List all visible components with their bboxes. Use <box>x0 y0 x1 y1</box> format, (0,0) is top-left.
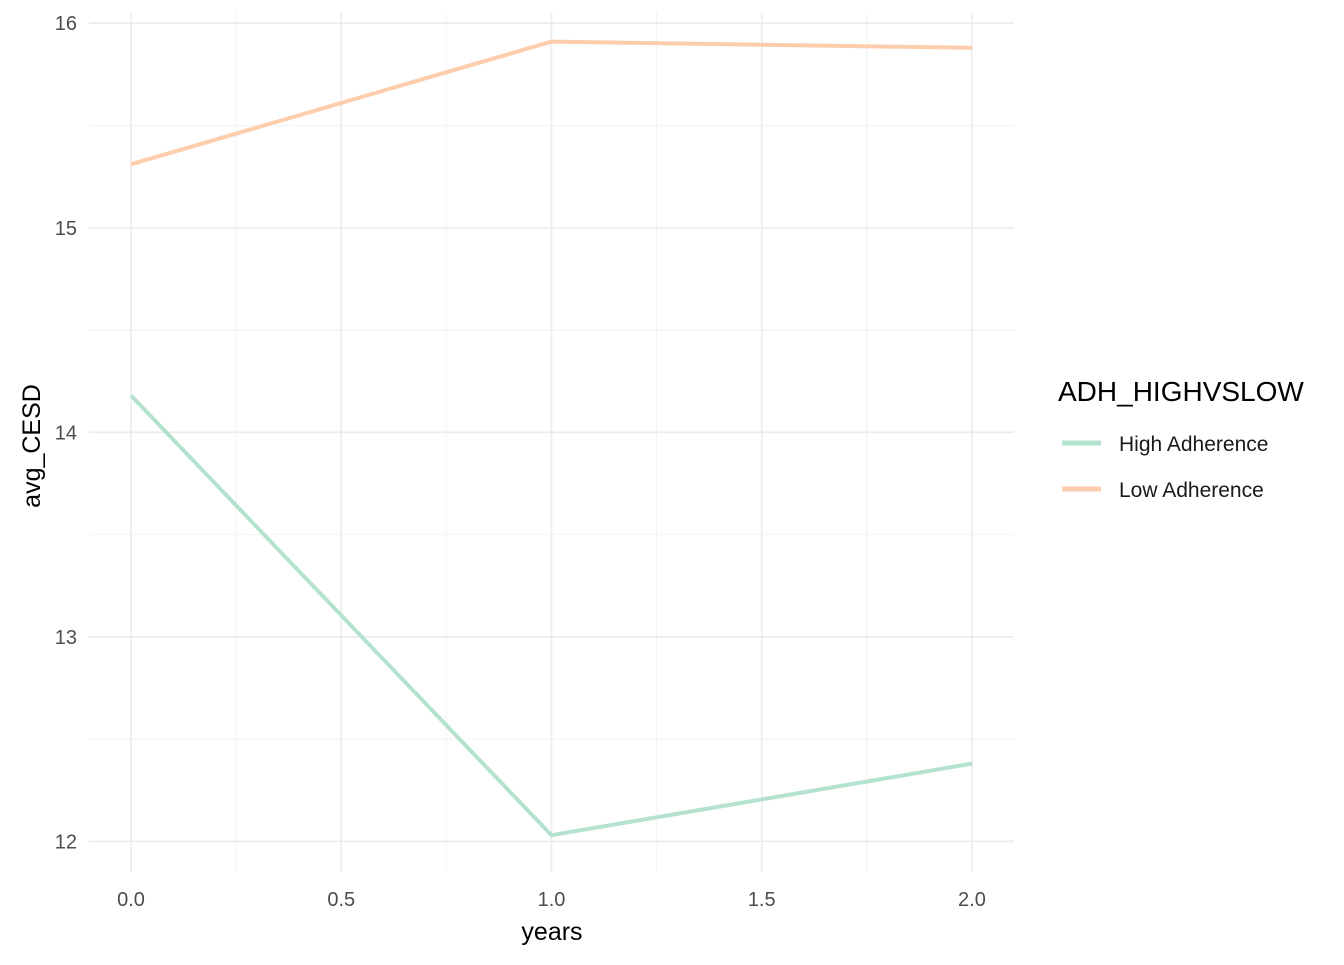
x-tick-label: 1.0 <box>538 889 566 911</box>
legend-label: High Adherence <box>1119 433 1268 456</box>
legend: ADH_HIGHVSLOW High Adherence Low Adherenc… <box>1058 376 1304 502</box>
legend-title: ADH_HIGHVSLOW <box>1058 376 1304 407</box>
series-line-low-adherence <box>130 39 973 167</box>
y-tick-label: 15 <box>55 218 77 240</box>
x-tick-label: 2.0 <box>958 889 986 911</box>
legend-items: High Adherence Low Adherence <box>1062 433 1268 502</box>
legend-item: High Adherence <box>1062 433 1268 456</box>
y-axis-title: avg_CESD <box>18 384 46 508</box>
series-lines <box>129 39 973 838</box>
major-gridlines <box>89 13 1014 872</box>
y-tick-label: 14 <box>55 422 77 444</box>
legend-label: Low Adherence <box>1119 479 1264 502</box>
series-line-high-adherence <box>129 394 973 838</box>
x-axis-title: years <box>521 918 582 946</box>
y-tick-label: 16 <box>55 13 77 35</box>
y-axis-tick-labels: 12 13 14 15 16 <box>55 13 77 853</box>
x-tick-label: 0.0 <box>117 889 145 911</box>
legend-item: Low Adherence <box>1062 479 1264 502</box>
x-tick-label: 1.5 <box>748 889 776 911</box>
x-axis-tick-labels: 0.0 0.5 1.0 1.5 2.0 <box>117 889 986 911</box>
y-tick-label: 12 <box>55 831 77 853</box>
y-tick-label: 13 <box>55 627 77 649</box>
x-tick-label: 0.5 <box>327 889 355 911</box>
